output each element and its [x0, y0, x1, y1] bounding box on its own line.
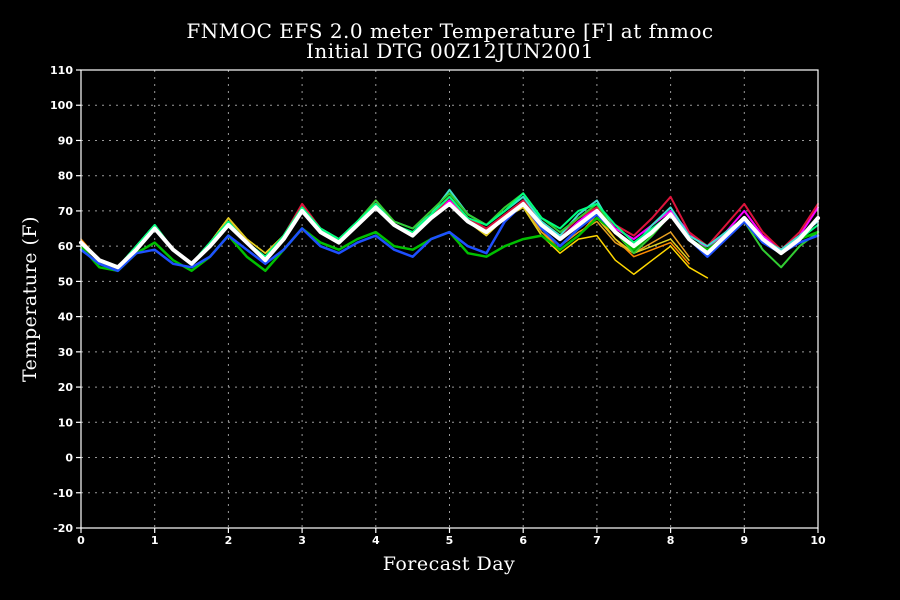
y-tick-label: 100 [50, 99, 73, 112]
series-lines [79, 188, 820, 279]
x-tick-label: 9 [740, 534, 748, 547]
y-tick-label: 20 [58, 381, 74, 394]
y-axis-title: Temperature (F) [19, 216, 41, 382]
y-tick-label: 0 [65, 452, 73, 465]
x-tick-label: 7 [593, 534, 601, 547]
chart-title: FNMOC EFS 2.0 meter Temperature [F] at f… [186, 19, 713, 43]
x-tick-label: 5 [446, 534, 454, 547]
y-tick-label: 30 [58, 346, 74, 359]
y-tick-label: 70 [58, 205, 74, 218]
series-line-12 [79, 201, 820, 270]
x-tick-label: 10 [810, 534, 826, 547]
x-tick-label: 1 [151, 534, 159, 547]
y-tick-label: 110 [50, 64, 73, 77]
y-tick-label: 90 [58, 134, 74, 147]
y-tick-label: 50 [58, 275, 74, 288]
x-tick-label: 2 [225, 534, 233, 547]
axis-ticks: 0 1 2 3 4 5 6 7 8 9 10 -20 -10 0 10 20 30 40 50 60 70 80 90 100… [50, 64, 826, 547]
y-tick-label: 40 [58, 311, 74, 324]
x-tick-label: 4 [372, 534, 380, 547]
x-tick-label: 3 [298, 534, 306, 547]
y-tick-label: 80 [58, 170, 74, 183]
chart-subtitle: Initial DTG 00Z12JUN2001 [306, 39, 594, 63]
y-tick-label: -20 [53, 522, 73, 535]
y-tick-label: -10 [53, 487, 73, 500]
x-tick-label: 0 [77, 534, 85, 547]
x-axis-title: Forecast Day [383, 553, 516, 575]
x-tick-label: 8 [667, 534, 675, 547]
x-tick-label: 6 [519, 534, 527, 547]
y-tick-label: 60 [58, 240, 74, 253]
y-tick-label: 10 [58, 416, 74, 429]
